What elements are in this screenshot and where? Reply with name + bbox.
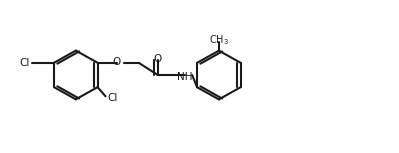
Text: Cl: Cl (108, 93, 118, 103)
Text: Cl: Cl (20, 58, 30, 68)
Text: CH$_3$: CH$_3$ (209, 33, 229, 47)
Text: NH: NH (177, 72, 193, 82)
Text: O: O (154, 54, 162, 64)
Text: O: O (113, 57, 121, 67)
